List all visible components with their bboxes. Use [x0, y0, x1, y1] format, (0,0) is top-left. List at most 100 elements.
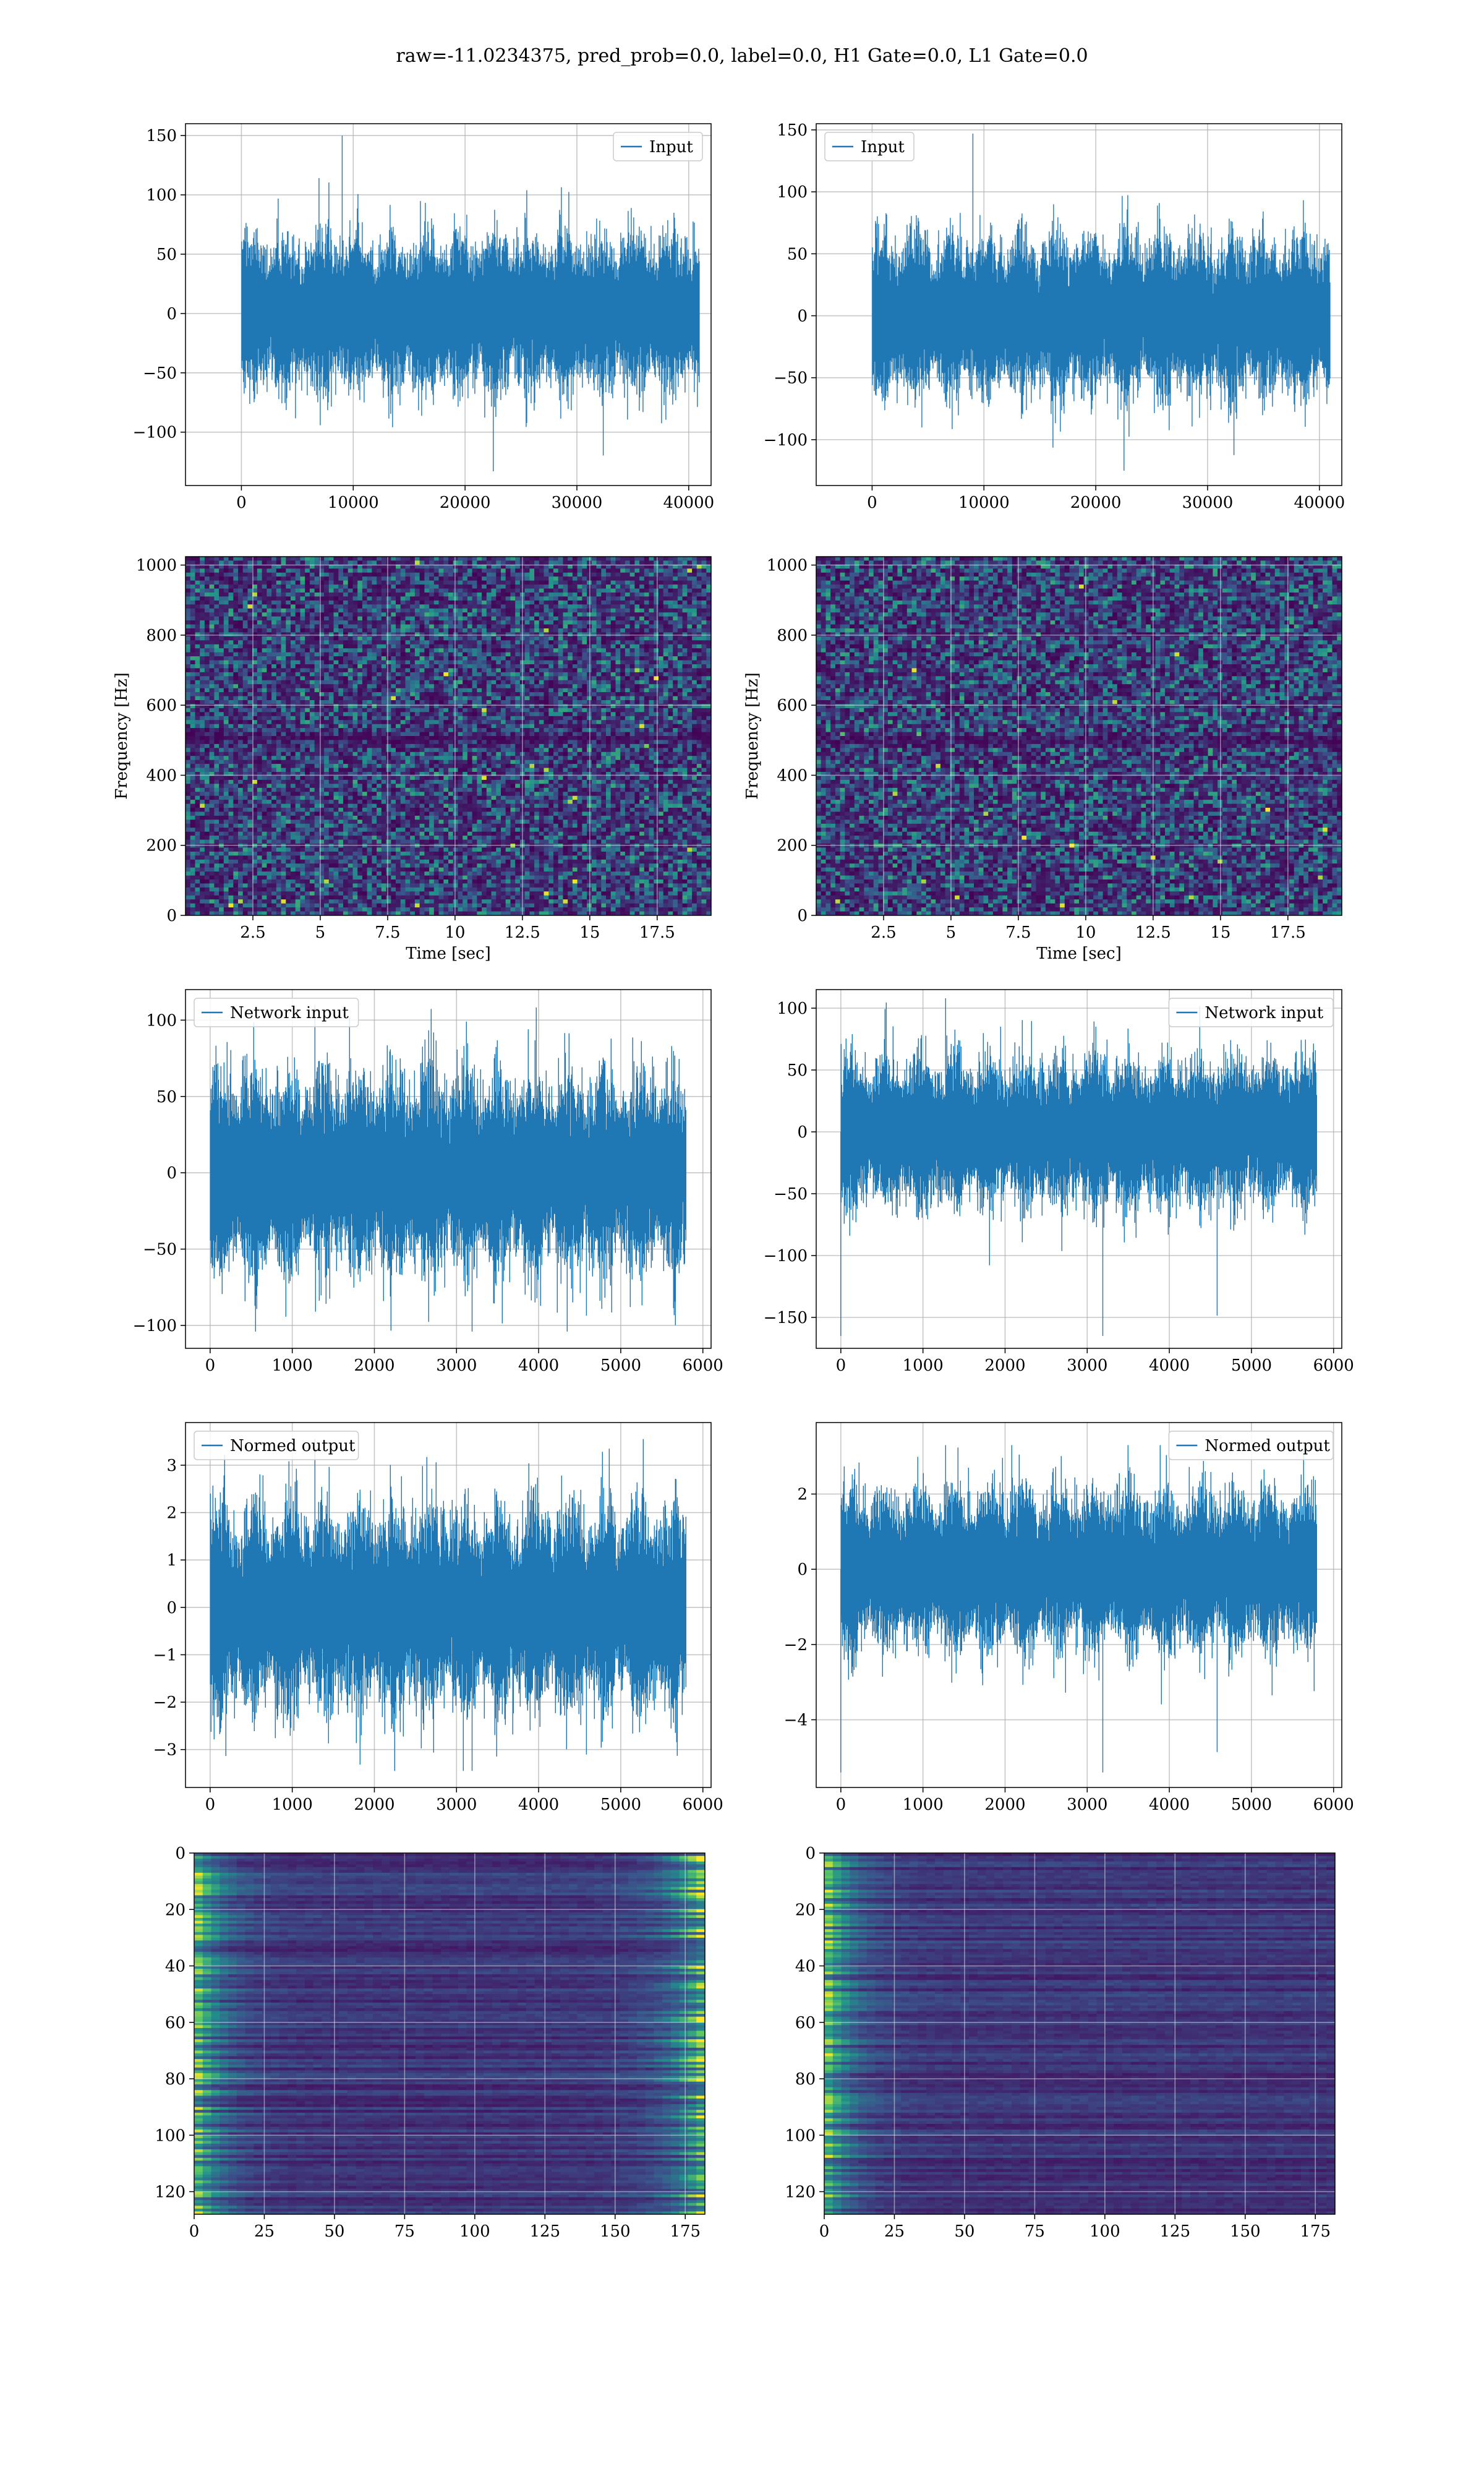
cell [587, 648, 592, 653]
cell [577, 676, 582, 681]
cell [362, 620, 368, 625]
cell [668, 652, 673, 657]
cell [195, 712, 200, 717]
cell [668, 580, 673, 585]
cell [391, 632, 396, 637]
cell [659, 680, 664, 685]
cell [195, 660, 200, 665]
cell [223, 652, 229, 657]
cell [467, 644, 473, 649]
cell [472, 720, 477, 725]
cell [515, 557, 521, 561]
cell [625, 676, 631, 681]
cell [606, 688, 612, 693]
cell [195, 716, 200, 721]
cell [458, 692, 463, 697]
cell [610, 688, 616, 693]
cell [591, 684, 597, 689]
cell [472, 716, 477, 721]
cell [252, 600, 258, 605]
cell [634, 652, 640, 657]
cell [587, 712, 592, 717]
cell [463, 644, 468, 649]
cell [319, 700, 325, 704]
y-tick-label: 100 [777, 183, 808, 202]
cell [186, 652, 191, 657]
cell [448, 652, 454, 657]
cell [496, 580, 501, 585]
cell [219, 704, 224, 709]
cell [223, 600, 229, 605]
cell [314, 584, 320, 589]
cell [706, 648, 711, 653]
cell [696, 600, 702, 605]
cell [228, 696, 234, 701]
cell [649, 593, 654, 597]
cell [615, 620, 621, 625]
cell [214, 596, 220, 601]
cell [505, 596, 511, 601]
cell [228, 564, 234, 569]
cell [510, 648, 516, 653]
cell [677, 716, 683, 721]
cell [214, 604, 220, 609]
cell [348, 557, 353, 561]
cell [223, 560, 229, 565]
cell [271, 624, 277, 629]
cell [262, 660, 267, 665]
cell [200, 588, 205, 593]
cell [582, 716, 587, 721]
cell [501, 624, 506, 629]
cell [610, 716, 616, 721]
cell [654, 620, 659, 625]
cell [601, 612, 607, 617]
cell [281, 652, 286, 657]
cell [701, 712, 707, 717]
cell [682, 656, 688, 661]
cell [510, 564, 516, 569]
cell [314, 632, 320, 637]
cell [663, 576, 668, 581]
cell [453, 588, 458, 593]
cell [295, 676, 301, 681]
cell [501, 704, 506, 709]
cell [247, 704, 253, 709]
cell [463, 608, 468, 613]
cell [477, 560, 482, 565]
cell [238, 593, 244, 597]
cell [673, 668, 678, 673]
cell [486, 676, 492, 681]
cell [214, 676, 220, 681]
cell [519, 680, 526, 685]
cell [463, 652, 468, 657]
cell [271, 604, 277, 609]
cell [524, 580, 530, 585]
cell [333, 672, 339, 677]
cell [534, 720, 540, 725]
cell [553, 664, 559, 669]
cell [267, 600, 272, 605]
cell [286, 560, 291, 565]
cell [252, 676, 258, 681]
cell [501, 632, 506, 637]
cell [539, 612, 545, 617]
cell [281, 720, 286, 725]
cell [529, 576, 535, 581]
cell [486, 688, 492, 693]
cell [295, 624, 301, 629]
cell [596, 596, 602, 601]
cell [601, 628, 607, 633]
cell [701, 616, 707, 621]
cell [381, 660, 387, 665]
cell [539, 716, 545, 721]
cell [548, 660, 554, 665]
cell [377, 596, 382, 601]
cell [467, 600, 473, 605]
cell [572, 584, 578, 589]
cell [677, 568, 683, 573]
cell [410, 700, 416, 704]
cell [386, 604, 391, 609]
cell [209, 620, 215, 625]
cell [190, 557, 195, 561]
cell [333, 712, 339, 717]
